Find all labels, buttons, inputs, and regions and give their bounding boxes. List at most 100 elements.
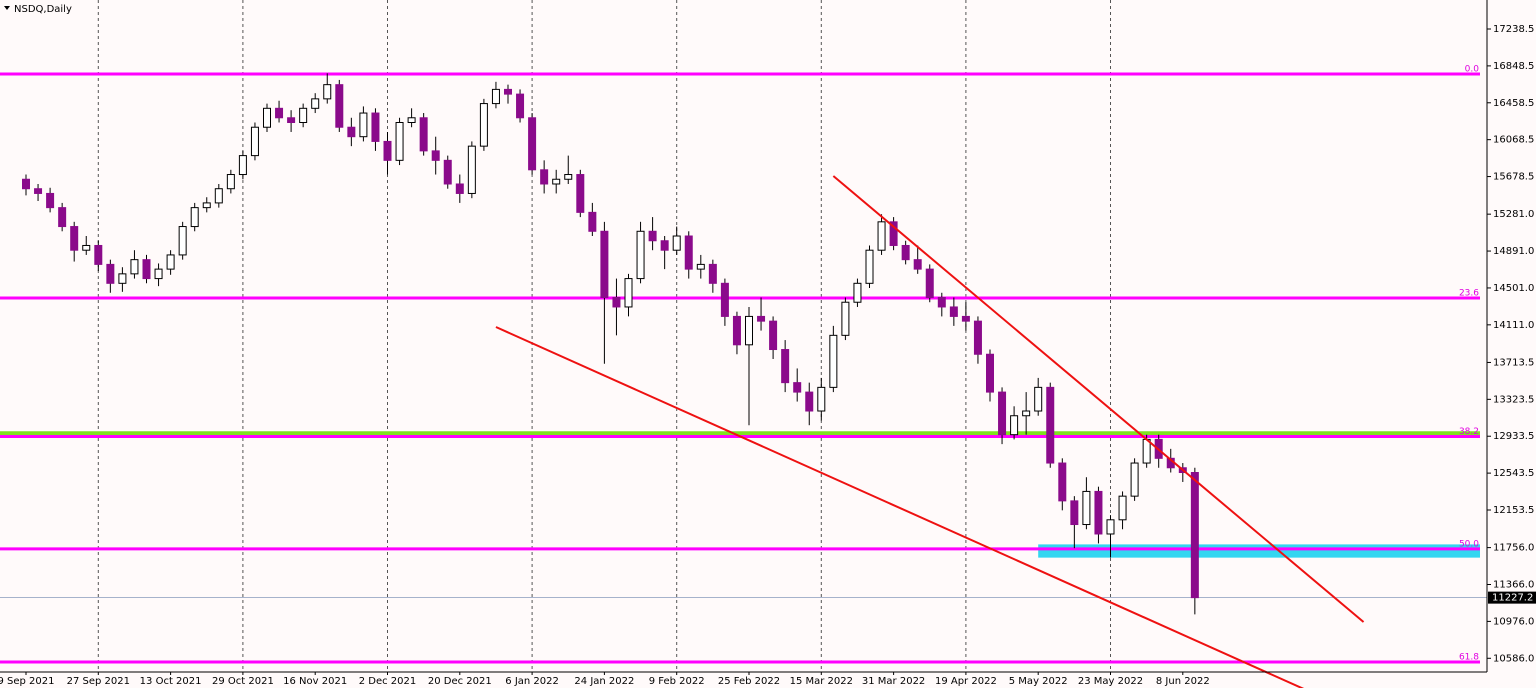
- candle-body: [865, 249, 874, 284]
- candle-body: [1094, 490, 1103, 535]
- candle-body: [973, 320, 982, 355]
- candle-body: [226, 174, 235, 190]
- candle-body: [817, 386, 826, 412]
- candle-body: [142, 259, 151, 280]
- candle-body: [793, 382, 802, 393]
- candle-body: [576, 174, 585, 213]
- candle-body: [178, 226, 187, 256]
- candle-body: [190, 207, 199, 228]
- y-tick-label: 15678.5: [1493, 172, 1534, 183]
- x-tick-label: 23 May 2022: [1078, 676, 1143, 687]
- candle-body: [1010, 415, 1019, 436]
- candle-body: [937, 297, 946, 308]
- candle-body: [455, 183, 464, 194]
- y-tick-label: 12933.5: [1493, 431, 1534, 442]
- candle-body: [1022, 410, 1031, 417]
- fib-label: 23.6: [1459, 288, 1479, 298]
- x-tick-label: 13 Oct 2021: [140, 676, 202, 687]
- y-tick-label: 16458.5: [1493, 98, 1534, 109]
- candle-body: [829, 334, 838, 388]
- candle-body: [841, 301, 850, 336]
- y-tick-label: 13323.5: [1493, 394, 1534, 405]
- candle-body: [46, 192, 55, 209]
- candle-body: [106, 263, 115, 284]
- candle-body: [901, 244, 910, 261]
- y-tick-label: 10586.0: [1493, 653, 1534, 664]
- candle-body: [1130, 462, 1139, 497]
- candle-body: [913, 259, 922, 270]
- candle-body: [624, 278, 633, 308]
- candle-body: [757, 315, 766, 322]
- candle-body: [130, 259, 139, 275]
- candle-body: [34, 188, 43, 194]
- candle-body: [600, 230, 609, 298]
- candle-body: [1082, 490, 1091, 526]
- candle-body: [335, 84, 344, 128]
- candle-body: [684, 235, 693, 270]
- x-tick-label: 31 Mar 2022: [862, 676, 925, 687]
- x-tick-label: 9 Feb 2022: [649, 676, 705, 687]
- x-tick-label: 5 May 2022: [1009, 676, 1068, 687]
- candle-body: [202, 202, 211, 209]
- candle-body: [491, 88, 500, 105]
- candle-body: [805, 391, 814, 412]
- candle-body: [479, 103, 488, 147]
- candle-body: [299, 107, 308, 124]
- candle-body: [889, 221, 898, 246]
- candle-body: [383, 140, 392, 161]
- candle-body: [154, 268, 163, 280]
- candle-body: [1046, 386, 1055, 464]
- fib-label: 61.8: [1459, 652, 1479, 662]
- y-tick-label: 10976.0: [1493, 616, 1534, 627]
- candle-body: [467, 145, 476, 194]
- x-tick-label: 6 Jan 2022: [505, 676, 559, 687]
- x-tick-label: 27 Sep 2021: [67, 676, 130, 687]
- candle-body: [540, 169, 549, 185]
- y-tick-label: 16068.5: [1493, 135, 1534, 146]
- candle-body: [371, 112, 380, 142]
- candle-body: [648, 230, 657, 242]
- candle-body: [419, 117, 428, 152]
- candle-body: [407, 117, 416, 124]
- candle-body: [708, 263, 717, 284]
- candle-body: [949, 306, 958, 317]
- candle-body: [853, 282, 862, 303]
- y-tick-label: 15281.0: [1493, 209, 1534, 220]
- candle-body: [287, 117, 296, 124]
- candle-body: [696, 263, 705, 270]
- candle-body: [672, 235, 681, 251]
- candle-body: [263, 107, 271, 128]
- y-tick-label: 11366.0: [1493, 580, 1534, 591]
- x-tick-label: 2 Dec 2021: [359, 676, 417, 687]
- x-tick-label: 19 Apr 2022: [935, 676, 997, 687]
- trendline: [495, 326, 1305, 688]
- candle-body: [925, 268, 934, 298]
- candle-body: [395, 122, 404, 161]
- candle-body: [986, 353, 994, 393]
- candle-body: [1106, 519, 1115, 535]
- candle-body: [70, 226, 79, 251]
- y-tick-label: 17238.5: [1493, 24, 1534, 35]
- y-tick-label: 13713.5: [1493, 357, 1534, 368]
- y-tick-label: 14501.0: [1493, 283, 1534, 294]
- x-tick-label: 16 Nov 2021: [283, 676, 347, 687]
- candle-body: [588, 211, 597, 232]
- y-tick-label: 16848.5: [1493, 61, 1534, 72]
- candle-body: [431, 150, 440, 161]
- candle-body: [516, 93, 525, 119]
- candle-body: [1190, 472, 1199, 599]
- candle-body: [528, 117, 537, 171]
- candle-body: [94, 244, 103, 265]
- candle-body: [214, 188, 223, 204]
- candle-body: [359, 112, 368, 138]
- candle-body: [769, 320, 778, 351]
- fib-label: 38.2: [1459, 427, 1479, 437]
- candle-body: [323, 84, 332, 100]
- candle-body: [1070, 500, 1079, 526]
- candle-body: [877, 221, 886, 251]
- candle-body: [636, 230, 645, 280]
- candle-body: [1118, 495, 1127, 521]
- candle-body: [504, 88, 512, 95]
